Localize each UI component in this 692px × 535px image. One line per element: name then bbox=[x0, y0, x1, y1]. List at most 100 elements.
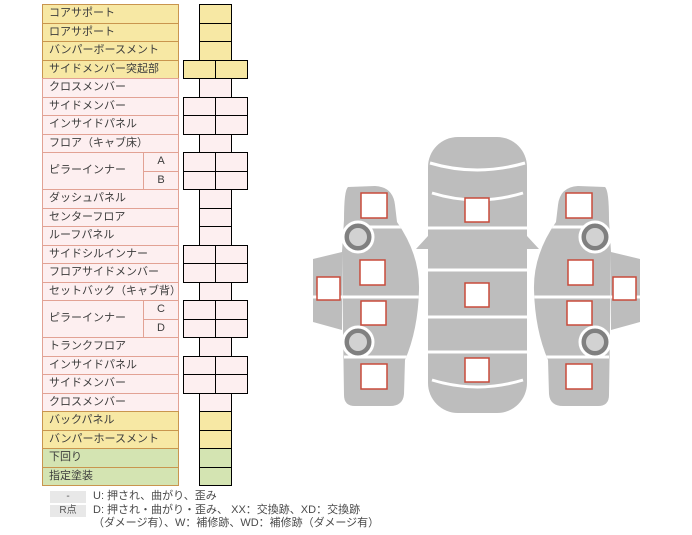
top-view-car bbox=[416, 137, 539, 413]
damage-cell-right[interactable] bbox=[215, 59, 248, 79]
part-label: センターフロア bbox=[42, 207, 179, 227]
marker-right-front-fender[interactable] bbox=[565, 192, 593, 219]
damage-cell[interactable] bbox=[199, 466, 232, 486]
damage-cell-right[interactable] bbox=[215, 244, 248, 264]
marker-right-front-door[interactable] bbox=[567, 259, 594, 286]
damage-cell[interactable] bbox=[199, 448, 232, 468]
damage-cell[interactable] bbox=[199, 392, 232, 412]
damage-grid bbox=[183, 4, 248, 486]
damage-cell-left[interactable] bbox=[183, 263, 216, 283]
part-label: フロアサイドメンバー bbox=[42, 263, 179, 283]
part-row: ダッシュパネル bbox=[42, 189, 179, 209]
part-row: インサイドパネル bbox=[42, 355, 179, 375]
part-row: 下回り bbox=[42, 448, 179, 468]
damage-cell[interactable] bbox=[199, 207, 232, 227]
part-label: 指定塗装 bbox=[42, 466, 179, 486]
marker-roof[interactable] bbox=[464, 282, 490, 308]
part-row: コアサポート bbox=[42, 4, 179, 24]
part-row: フロアサイドメンバー bbox=[42, 263, 179, 283]
marker-left-rocker[interactable] bbox=[316, 276, 341, 301]
damage-cell-right[interactable] bbox=[215, 374, 248, 394]
damage-cell[interactable] bbox=[199, 78, 232, 98]
damage-cell-right[interactable] bbox=[215, 115, 248, 135]
damage-cell[interactable] bbox=[199, 4, 232, 24]
pillar-sub-column: A B bbox=[143, 152, 179, 190]
damage-cell-right[interactable] bbox=[215, 170, 248, 190]
damage-cell-left[interactable] bbox=[183, 318, 216, 338]
marker-right-rocker[interactable] bbox=[612, 276, 637, 301]
bumper-line bbox=[429, 161, 526, 172]
legend-text-cont: （ダメージ有）、W：補修跡、WD：補修跡（ダメージ有） bbox=[93, 517, 380, 529]
damage-cell-left[interactable] bbox=[183, 115, 216, 135]
part-label: バックパネル bbox=[42, 411, 179, 431]
damage-cell-left[interactable] bbox=[183, 96, 216, 116]
part-label: セットバック（キャブ背） bbox=[42, 281, 179, 301]
right-front-wheel-hub bbox=[586, 228, 604, 246]
damage-cell-right[interactable] bbox=[215, 318, 248, 338]
damage-cell[interactable] bbox=[199, 226, 232, 246]
damage-cell-right[interactable] bbox=[215, 300, 248, 320]
legend: - U: 押され、曲がり、歪み R点 D: 押され・曲がり・歪み、 XX：交換跡… bbox=[50, 490, 379, 531]
part-row: サイドメンバー bbox=[42, 96, 179, 116]
part-row: センターフロア bbox=[42, 207, 179, 227]
damage-cell[interactable] bbox=[199, 41, 232, 61]
damage-cell-right[interactable] bbox=[215, 263, 248, 283]
damage-cell-left[interactable] bbox=[183, 355, 216, 375]
part-label: インサイドパネル bbox=[42, 115, 179, 135]
legend-row-continuation: （ダメージ有）、W：補修跡、WD：補修跡（ダメージ有） bbox=[93, 517, 379, 531]
part-row: クロスメンバー bbox=[42, 392, 179, 412]
part-row: サイドシルインナー bbox=[42, 244, 179, 264]
pillar-sub-b: B bbox=[143, 170, 179, 190]
damage-cell[interactable] bbox=[199, 411, 232, 431]
damage-cell-left[interactable] bbox=[183, 152, 216, 172]
marker-left-rear-fender[interactable] bbox=[360, 363, 388, 390]
marker-right-rear-door[interactable] bbox=[566, 300, 593, 326]
part-row: フロア（キャブ床） bbox=[42, 133, 179, 153]
damage-cell-left[interactable] bbox=[183, 244, 216, 264]
part-label: サイドメンバー bbox=[42, 96, 179, 116]
part-label: インサイドパネル bbox=[42, 355, 179, 375]
part-row: サイドメンバー突起部 bbox=[42, 59, 179, 79]
damage-cell[interactable] bbox=[199, 133, 232, 153]
damage-cell-left[interactable] bbox=[183, 300, 216, 320]
part-label: サイドメンバー突起部 bbox=[42, 59, 179, 79]
part-label: ピラーインナー bbox=[42, 152, 144, 190]
damage-cell[interactable] bbox=[199, 22, 232, 42]
marker-hood[interactable] bbox=[464, 197, 490, 223]
part-row: ロアサポート bbox=[42, 22, 179, 42]
marker-left-front-fender[interactable] bbox=[360, 192, 388, 219]
part-label: フロア（キャブ床） bbox=[42, 133, 179, 153]
part-row: バンパーボースメント bbox=[42, 41, 179, 61]
marker-trunk[interactable] bbox=[464, 357, 490, 383]
legend-text-d: D: 押され・曲がり・歪み、 XX：交換跡、XD：交換跡 bbox=[93, 503, 361, 516]
legend-badge-rpoint: R点 bbox=[50, 504, 86, 517]
legend-row-u: - U: 押され、曲がり、歪み bbox=[50, 490, 379, 504]
part-label: クロスメンバー bbox=[42, 392, 179, 412]
damage-cell[interactable] bbox=[199, 189, 232, 209]
damage-cell-left[interactable] bbox=[183, 59, 216, 79]
damage-cell[interactable] bbox=[199, 337, 232, 357]
damage-cell[interactable] bbox=[199, 281, 232, 301]
part-row-pillar-front: ピラーインナー A B bbox=[42, 152, 179, 190]
part-label: サイドシルインナー bbox=[42, 244, 179, 264]
damage-cell-right[interactable] bbox=[215, 152, 248, 172]
marker-left-rear-door[interactable] bbox=[360, 300, 387, 326]
part-label: ダッシュパネル bbox=[42, 189, 179, 209]
damage-cell-right[interactable] bbox=[215, 355, 248, 375]
damage-cell-left[interactable] bbox=[183, 374, 216, 394]
damage-cell[interactable] bbox=[199, 429, 232, 449]
part-label: クロスメンバー bbox=[42, 78, 179, 98]
part-label: バンパーボースメント bbox=[42, 41, 179, 61]
marker-left-front-door[interactable] bbox=[359, 259, 386, 286]
part-row: インサイドパネル bbox=[42, 115, 179, 135]
damage-cell-left[interactable] bbox=[183, 170, 216, 190]
car-damage-diagram bbox=[313, 137, 640, 413]
part-label: トランクフロア bbox=[42, 337, 179, 357]
damage-cell-right[interactable] bbox=[215, 96, 248, 116]
right-side-view bbox=[533, 186, 640, 406]
part-row-pillar-rear: ピラーインナー C D bbox=[42, 300, 179, 338]
marker-right-rear-fender[interactable] bbox=[565, 363, 593, 390]
part-row: バンパーホースメント bbox=[42, 429, 179, 449]
part-label: ロアサポート bbox=[42, 22, 179, 42]
